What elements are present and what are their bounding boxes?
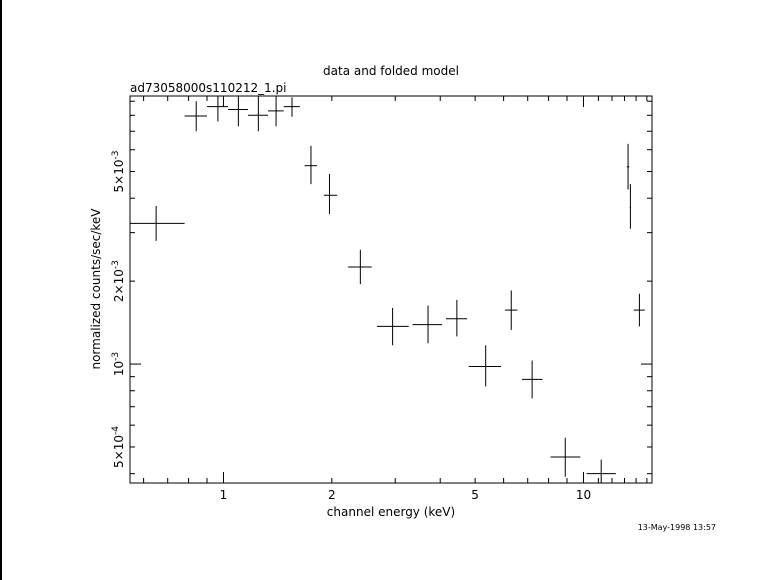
- y-tick-label: 2×10-3: [111, 260, 126, 302]
- data-point: [633, 293, 645, 327]
- data-point: [268, 96, 284, 127]
- data-point: [206, 96, 229, 122]
- x-tick-label: 1: [220, 488, 228, 502]
- data-point: [130, 205, 185, 241]
- data-point: [304, 145, 318, 185]
- data-point: [377, 307, 409, 346]
- y-tick-base: 10: [112, 361, 126, 376]
- data-point: [184, 101, 207, 132]
- y-tick-base: 2×10: [112, 269, 126, 302]
- x-axis-tick-labels: 1 2 5 10: [220, 488, 591, 502]
- data-point: [445, 299, 468, 337]
- y-axis-label: normalized counts/sec/keV: [89, 208, 103, 370]
- x-axis-ticks: [143, 96, 648, 483]
- chart-title: data and folded model: [323, 64, 459, 78]
- data-point: [228, 96, 249, 127]
- window-left-border: [0, 0, 2, 580]
- data-point: [586, 459, 616, 483]
- x-tick-label: 5: [471, 488, 479, 502]
- data-point: [629, 184, 631, 229]
- plot-frame: [129, 95, 653, 484]
- data-point: [283, 97, 300, 117]
- x-tick-label: 10: [576, 488, 591, 502]
- timestamp-label: 13-May-1998 13:57: [638, 523, 716, 532]
- y-axis-ticks: [130, 100, 652, 475]
- x-axis-label: channel energy (keV): [327, 505, 455, 519]
- data-point: [348, 249, 372, 285]
- y-tick-label: 5×10-3: [111, 151, 126, 193]
- data-point: [626, 143, 630, 190]
- y-tick-label: 10-3: [111, 352, 126, 376]
- y-tick-base: 5×10: [112, 435, 126, 468]
- data-point: [550, 437, 581, 477]
- y-tick-base: 5×10: [112, 160, 126, 193]
- data-points: [130, 96, 645, 483]
- data-point: [468, 345, 501, 387]
- y-tick-exponent: -3: [111, 352, 121, 361]
- data-filename: ad73058000s110212_1.pi: [130, 81, 287, 95]
- data-point: [522, 360, 543, 399]
- data-point: [323, 173, 338, 215]
- data-point: [504, 290, 518, 330]
- data-point: [412, 305, 443, 344]
- data-point: [248, 96, 269, 132]
- y-tick-exponent: -3: [111, 151, 121, 160]
- y-tick-label: 5×10-4: [111, 426, 126, 468]
- x-tick-label: 2: [328, 488, 336, 502]
- y-tick-exponent: -4: [111, 426, 121, 435]
- y-tick-exponent: -3: [111, 260, 121, 269]
- y-axis-tick-labels: 5×10-410-32×10-35×10-3: [111, 151, 126, 468]
